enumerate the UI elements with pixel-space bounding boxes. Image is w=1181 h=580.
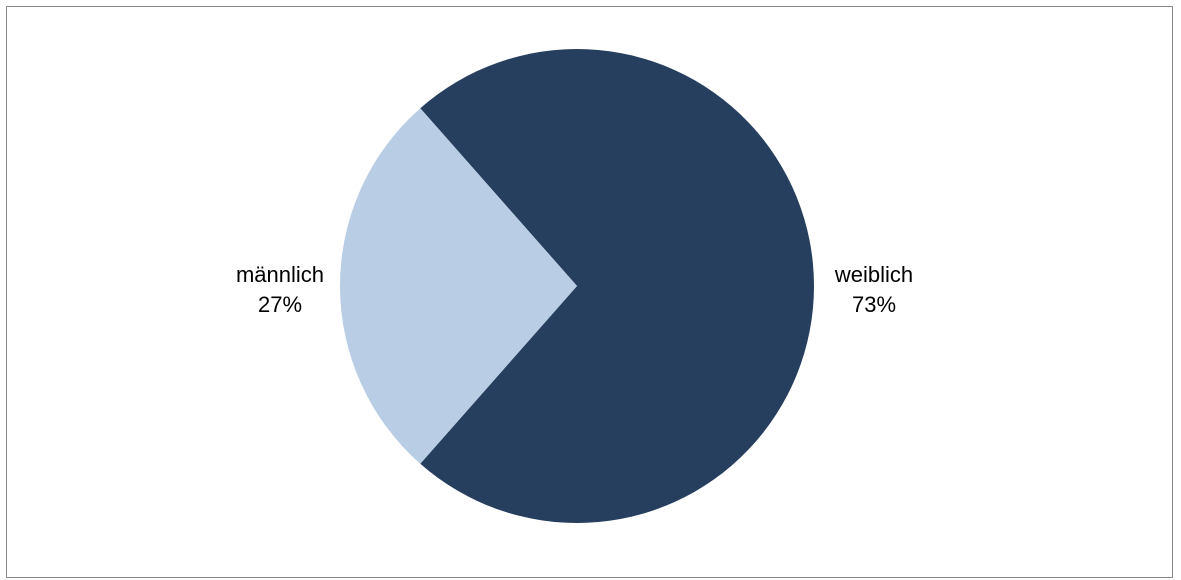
pie-label-männlich: männlich 27%	[236, 262, 324, 317]
pie-slices	[339, 48, 814, 524]
pie-slice-männlich	[339, 108, 577, 464]
pie-label-category: weiblich	[834, 262, 913, 287]
pie-label-category: männlich	[236, 262, 324, 287]
pie-label-value: 73%	[852, 292, 896, 317]
pie-label-value: 27%	[258, 292, 302, 317]
pie-slice-weiblich	[420, 48, 814, 524]
pie-labels: weiblich 73% männlich 27%	[236, 262, 913, 317]
pie-label-weiblich: weiblich 73%	[834, 262, 913, 317]
